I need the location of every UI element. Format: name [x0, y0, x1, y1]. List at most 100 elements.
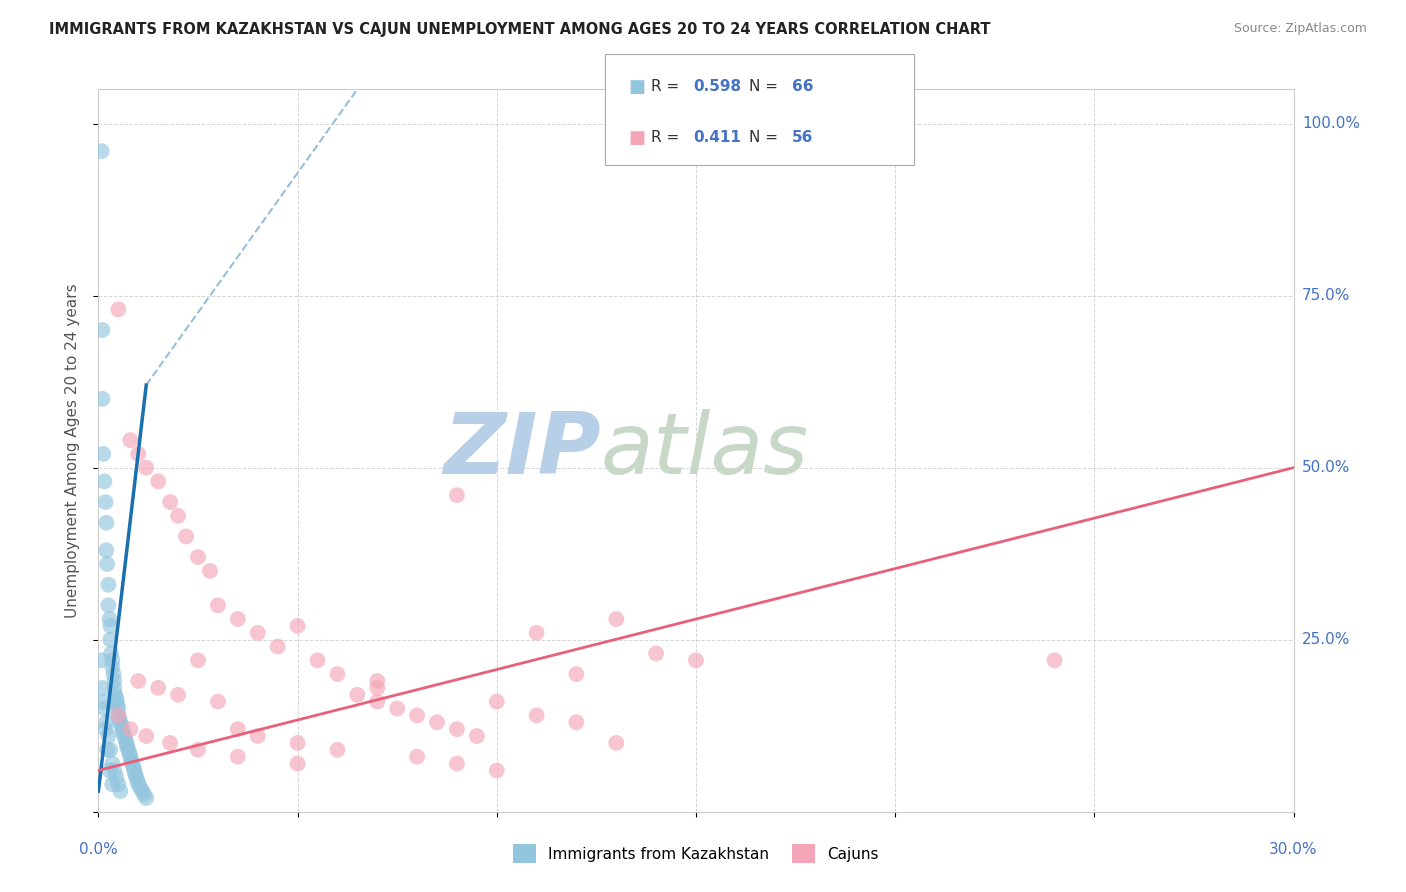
Point [114, 732, 136, 747]
Point [385, 701, 409, 715]
Point [101, 756, 124, 771]
Point [174, 529, 197, 543]
Point [287, 619, 309, 633]
Point [120, 749, 142, 764]
Point [426, 715, 449, 730]
Point [307, 653, 329, 667]
Point [167, 688, 190, 702]
Point [107, 777, 129, 791]
Point [246, 729, 269, 743]
Point [120, 722, 142, 736]
Point [120, 753, 142, 767]
Point [107, 701, 129, 715]
Point [267, 640, 290, 654]
Point [207, 695, 229, 709]
Point [97, 599, 120, 613]
Point [107, 698, 129, 712]
Text: N =: N = [749, 79, 783, 95]
Point [326, 743, 349, 757]
Text: atlas: atlas [600, 409, 808, 492]
Point [246, 625, 269, 640]
Point [112, 729, 135, 743]
Point [91, 392, 114, 406]
Point [127, 773, 149, 788]
Point [127, 673, 149, 688]
Point [115, 739, 138, 754]
Point [96, 557, 118, 571]
Point [135, 791, 157, 805]
Point [101, 653, 124, 667]
Point [605, 736, 627, 750]
Point [127, 447, 149, 461]
Point [187, 550, 209, 565]
Point [91, 323, 114, 337]
Point [135, 729, 157, 743]
Text: R =: R = [651, 79, 685, 95]
Text: 30.0%: 30.0% [1270, 842, 1317, 857]
Point [105, 695, 128, 709]
Point [111, 722, 134, 736]
Text: N =: N = [749, 130, 783, 145]
Text: Source: ZipAtlas.com: Source: ZipAtlas.com [1233, 22, 1367, 36]
Text: R =: R = [651, 130, 685, 145]
Point [125, 770, 148, 784]
Point [104, 688, 127, 702]
Text: 0.411: 0.411 [693, 130, 741, 145]
Point [98, 743, 122, 757]
Point [465, 729, 488, 743]
Point [406, 708, 429, 723]
Point [100, 647, 122, 661]
Text: ■: ■ [628, 129, 645, 147]
Point [112, 725, 135, 739]
Point [93, 475, 115, 489]
Point [105, 691, 128, 706]
Point [118, 746, 141, 760]
Point [159, 736, 181, 750]
Text: 56: 56 [792, 130, 813, 145]
Point [98, 632, 122, 647]
Point [526, 708, 548, 723]
Point [98, 612, 121, 626]
Point [207, 599, 229, 613]
Point [226, 749, 249, 764]
Point [97, 729, 120, 743]
Point [96, 516, 118, 530]
Point [148, 681, 170, 695]
Point [198, 564, 221, 578]
Point [121, 756, 143, 771]
Point [96, 743, 118, 757]
Point [485, 764, 508, 778]
Point [187, 653, 209, 667]
Point [605, 612, 627, 626]
Point [131, 784, 153, 798]
Text: IMMIGRANTS FROM KAZAKHSTAN VS CAJUN UNEMPLOYMENT AMONG AGES 20 TO 24 YEARS CORRE: IMMIGRANTS FROM KAZAKHSTAN VS CAJUN UNEM… [49, 22, 991, 37]
Point [159, 495, 181, 509]
Point [446, 756, 468, 771]
Point [526, 625, 548, 640]
Point [110, 784, 132, 798]
Point [120, 433, 142, 447]
Text: 66: 66 [792, 79, 813, 95]
Text: 0.0%: 0.0% [79, 842, 118, 857]
Point [101, 660, 124, 674]
Point [91, 695, 114, 709]
Legend: Immigrants from Kazakhstan, Cajuns: Immigrants from Kazakhstan, Cajuns [508, 838, 884, 869]
Point [108, 712, 131, 726]
Text: 25.0%: 25.0% [1302, 632, 1350, 648]
Point [446, 722, 468, 736]
Point [406, 749, 429, 764]
Point [326, 667, 349, 681]
Point [226, 612, 249, 626]
Text: 50.0%: 50.0% [1302, 460, 1350, 475]
Point [91, 447, 114, 461]
Point [148, 475, 170, 489]
Point [93, 701, 115, 715]
Y-axis label: Unemployment Among Ages 20 to 24 years: Unemployment Among Ages 20 to 24 years [65, 283, 80, 618]
Point [110, 715, 132, 730]
Point [115, 736, 138, 750]
Point [98, 619, 122, 633]
Point [346, 688, 368, 702]
Point [565, 667, 588, 681]
Point [103, 681, 125, 695]
Point [565, 715, 588, 730]
